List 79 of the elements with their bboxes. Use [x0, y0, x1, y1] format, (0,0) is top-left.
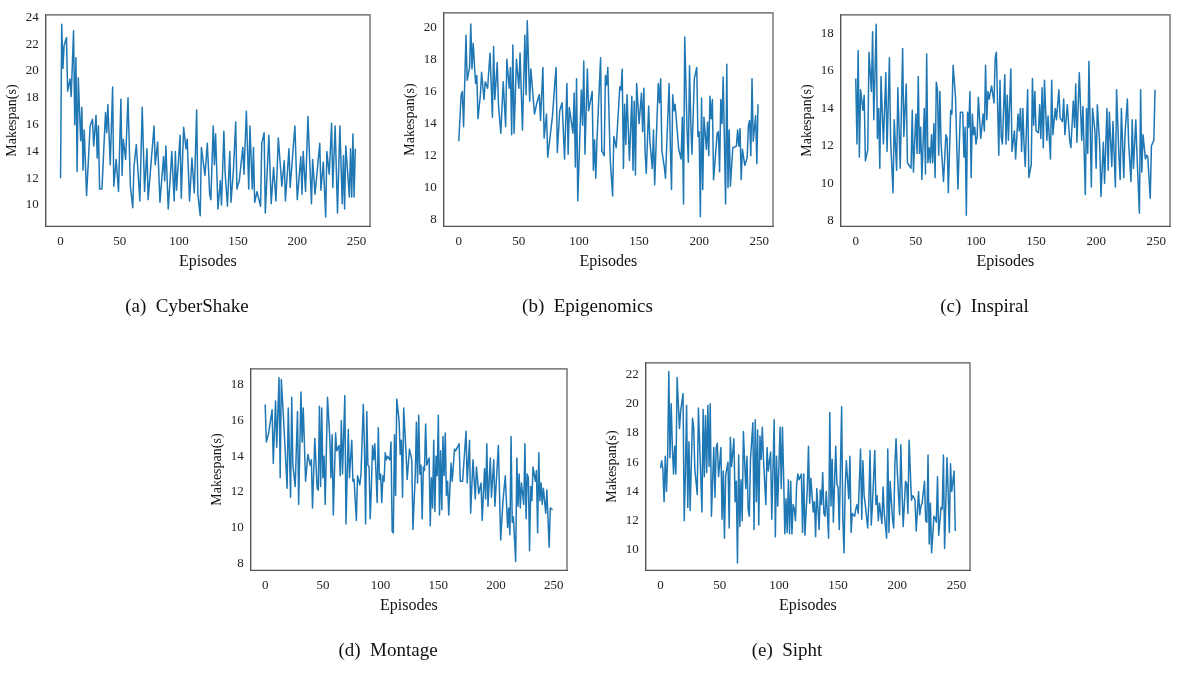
- x-tick-label: 250: [544, 576, 564, 592]
- x-tick-label: 150: [629, 232, 649, 248]
- x-axis-title: Episodes: [779, 595, 837, 614]
- text: (b) Epigenomics: [522, 294, 653, 317]
- y-tick-label: 14: [625, 482, 640, 498]
- x-axis-title: Episodes: [380, 595, 438, 614]
- y-tick-label: 18: [230, 376, 244, 392]
- y-tick-label: 16: [820, 62, 835, 78]
- x-tick-label: 0: [57, 232, 64, 248]
- y-tick-label: 20: [25, 62, 39, 78]
- y-axis-title: Makespan(s): [402, 83, 419, 156]
- y-tick-label: 24: [25, 8, 40, 24]
- x-tick-label: 200: [887, 576, 908, 592]
- x-tick-label: 50: [316, 576, 330, 592]
- y-tick-label: 8: [237, 554, 244, 570]
- x-axis-title: Episodes: [179, 251, 237, 270]
- x-tick-label: 100: [569, 232, 589, 248]
- x-tick-label: 200: [287, 232, 308, 248]
- y-tick-label: 16: [25, 116, 40, 132]
- y-tick-label: 10: [230, 519, 244, 534]
- text: (e) Sipht: [751, 638, 824, 661]
- y-tick-label: 12: [25, 169, 39, 185]
- x-tick-label: 200: [486, 576, 506, 592]
- y-tick-label: 22: [25, 35, 39, 51]
- x-tick-label: 150: [828, 576, 848, 592]
- text: (c) Inspiral: [940, 294, 1029, 317]
- x-tick-label: 150: [1026, 232, 1046, 248]
- x-tick-label: 150: [228, 232, 248, 248]
- y-tick-label: 18: [820, 24, 834, 40]
- y-tick-label: 8: [827, 212, 834, 228]
- x-tick-label: 0: [852, 232, 860, 248]
- y-tick-label: 20: [423, 18, 437, 34]
- y-tick-label: 10: [423, 179, 437, 195]
- y-axis-title: Makespan(s): [799, 84, 816, 157]
- y-tick-label: 14: [230, 447, 245, 463]
- y-axis-title: Makespan(s): [209, 433, 226, 506]
- y-axis-title: Makespan(s): [604, 430, 621, 503]
- x-tick-label: 100: [769, 576, 789, 592]
- y-tick-label: 14: [423, 115, 438, 131]
- x-tick-label: 0: [261, 576, 269, 592]
- x-tick-label: 250: [346, 232, 367, 248]
- x-tick-label: 250: [946, 576, 967, 592]
- x-tick-label: 50: [113, 232, 127, 248]
- text: (a) CyberShake: [125, 294, 249, 317]
- y-tick-label: 18: [625, 424, 639, 440]
- x-tick-label: 100: [169, 232, 189, 248]
- y-tick-label: 16: [423, 82, 438, 98]
- y-tick-label: 8: [430, 211, 437, 227]
- x-tick-label: 0: [455, 232, 463, 248]
- x-tick-label: 50: [512, 232, 526, 248]
- y-tick-label: 16: [230, 411, 245, 427]
- y-tick-label: 10: [25, 196, 39, 212]
- y-tick-label: 20: [625, 395, 639, 411]
- y-tick-label: 14: [25, 142, 40, 158]
- y-tick-label: 12: [625, 512, 639, 528]
- x-tick-label: 150: [428, 576, 449, 592]
- y-tick-label: 10: [820, 174, 834, 190]
- x-tick-label: 50: [713, 576, 727, 592]
- text: (d) Montage: [338, 638, 438, 661]
- x-tick-label: 100: [966, 232, 986, 248]
- x-tick-label: 200: [689, 232, 709, 248]
- y-tick-label: 22: [625, 365, 639, 381]
- y-tick-label: 12: [230, 483, 244, 499]
- y-axis-title: Makespan(s): [4, 84, 21, 157]
- y-tick-label: 12: [423, 147, 437, 163]
- y-tick-label: 14: [820, 99, 835, 115]
- x-tick-label: 50: [909, 232, 923, 248]
- x-tick-label: 200: [1086, 232, 1106, 248]
- y-tick-label: 12: [820, 137, 834, 153]
- y-tick-label: 18: [25, 89, 39, 105]
- x-tick-label: 0: [657, 576, 664, 592]
- x-tick-label: 250: [1146, 232, 1166, 248]
- y-tick-label: 18: [423, 50, 437, 66]
- y-tick-label: 10: [625, 541, 639, 557]
- x-tick-label: 100: [370, 576, 391, 592]
- x-axis-title: Episodes: [976, 251, 1035, 270]
- x-axis-title: Episodes: [579, 251, 638, 270]
- x-tick-label: 250: [749, 232, 769, 248]
- y-tick-label: 16: [625, 453, 640, 469]
